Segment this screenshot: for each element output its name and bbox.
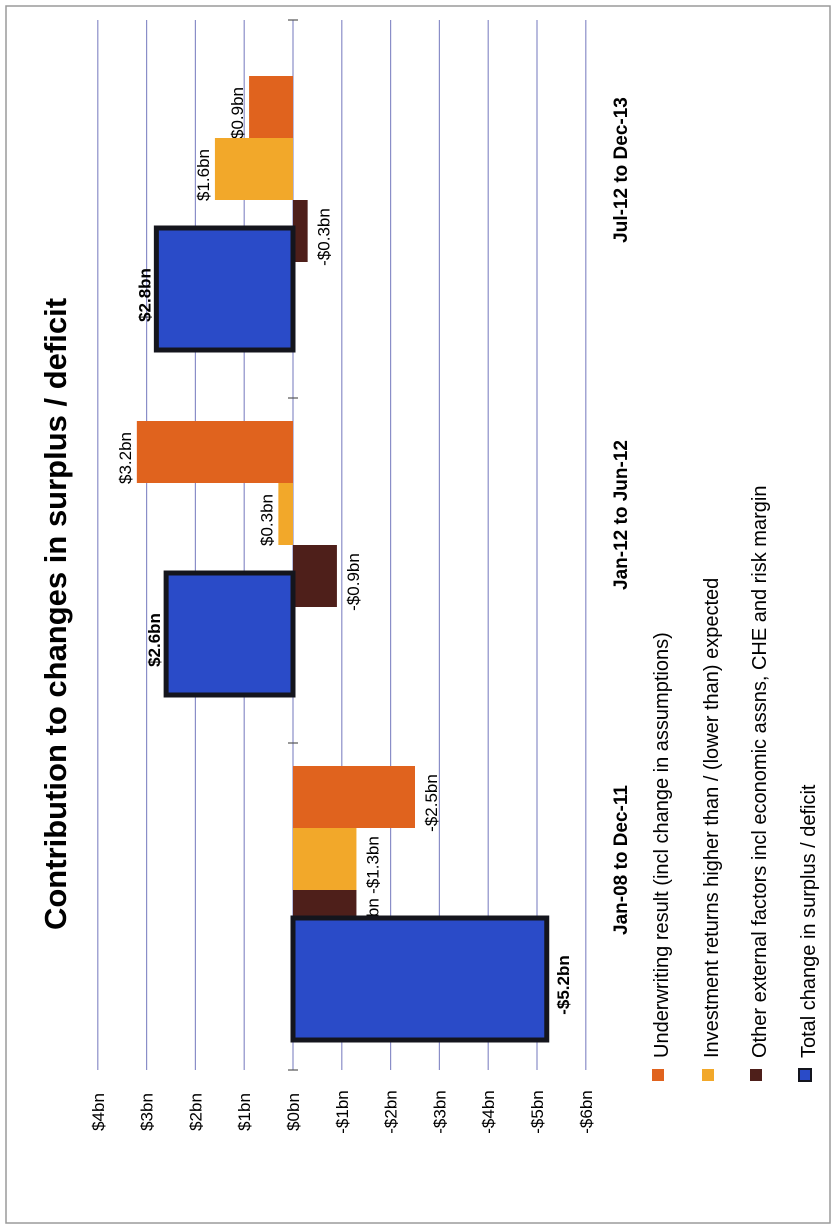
data-label: $0.3bn (257, 494, 276, 546)
legend-label: Underwriting result (incl change in assu… (651, 632, 673, 1058)
y-tick-label: -$4bn (479, 1090, 498, 1133)
chart-title: Contribution to changes in surplus / def… (38, 298, 73, 930)
legend-swatch (798, 1068, 812, 1082)
y-tick-label: -$1bn (333, 1090, 352, 1133)
category-label: Jul-12 to Dec-13 (611, 97, 632, 243)
y-tick-label: $2bn (186, 1093, 205, 1131)
data-label: $1.6bn (194, 149, 213, 201)
y-tick-label: $1bn (235, 1093, 254, 1131)
data-label: -$0.3bn (315, 208, 334, 266)
y-tick-label: -$3bn (430, 1090, 449, 1133)
bar (136, 421, 293, 483)
bar (293, 200, 308, 262)
y-tick-label: -$6bn (577, 1090, 596, 1133)
category-label: Jan-08 to Dec-11 (611, 785, 632, 935)
data-label: -$5.2bn (554, 955, 573, 1015)
legend-label: Other external factors incl economic ass… (749, 486, 771, 1058)
bar (249, 76, 293, 138)
bar (293, 828, 357, 890)
y-tick-label: $0bn (284, 1093, 303, 1131)
data-label: -$1.3bn (363, 836, 382, 894)
category-label: Jan-12 to Jun-12 (611, 440, 632, 590)
plot-area: $4bn $3bn $2bn $1bn $0bn -$1bn -$2bn -$3bn -$4bn… (89, 19, 820, 1134)
data-label: $0.9bn (228, 87, 247, 139)
legend-label: Investment returns higher than / (lower … (701, 578, 723, 1058)
legend-swatch (702, 1069, 714, 1081)
legend-swatch (652, 1069, 664, 1081)
total-bar (153, 225, 296, 353)
y-tick-label: -$5bn (528, 1090, 547, 1133)
data-label: -$2.5bn (422, 774, 441, 832)
data-label: -$0.9bn (344, 553, 363, 611)
y-tick-label: $3bn (138, 1093, 157, 1131)
legend-swatch (750, 1069, 762, 1081)
bar (293, 545, 337, 607)
data-label: $2.6bn (145, 613, 164, 667)
y-tick-label: $4bn (89, 1093, 108, 1131)
total-bar (290, 915, 550, 1043)
legend-label: Total change in surplus / deficit (798, 784, 820, 1058)
y-tick-label: -$2bn (382, 1090, 401, 1133)
total-bar (163, 570, 296, 698)
data-label: $3.2bn (116, 432, 135, 484)
bar (278, 483, 293, 545)
data-label: $2.8bn (135, 268, 154, 322)
bar (293, 766, 415, 828)
bar (214, 138, 293, 200)
